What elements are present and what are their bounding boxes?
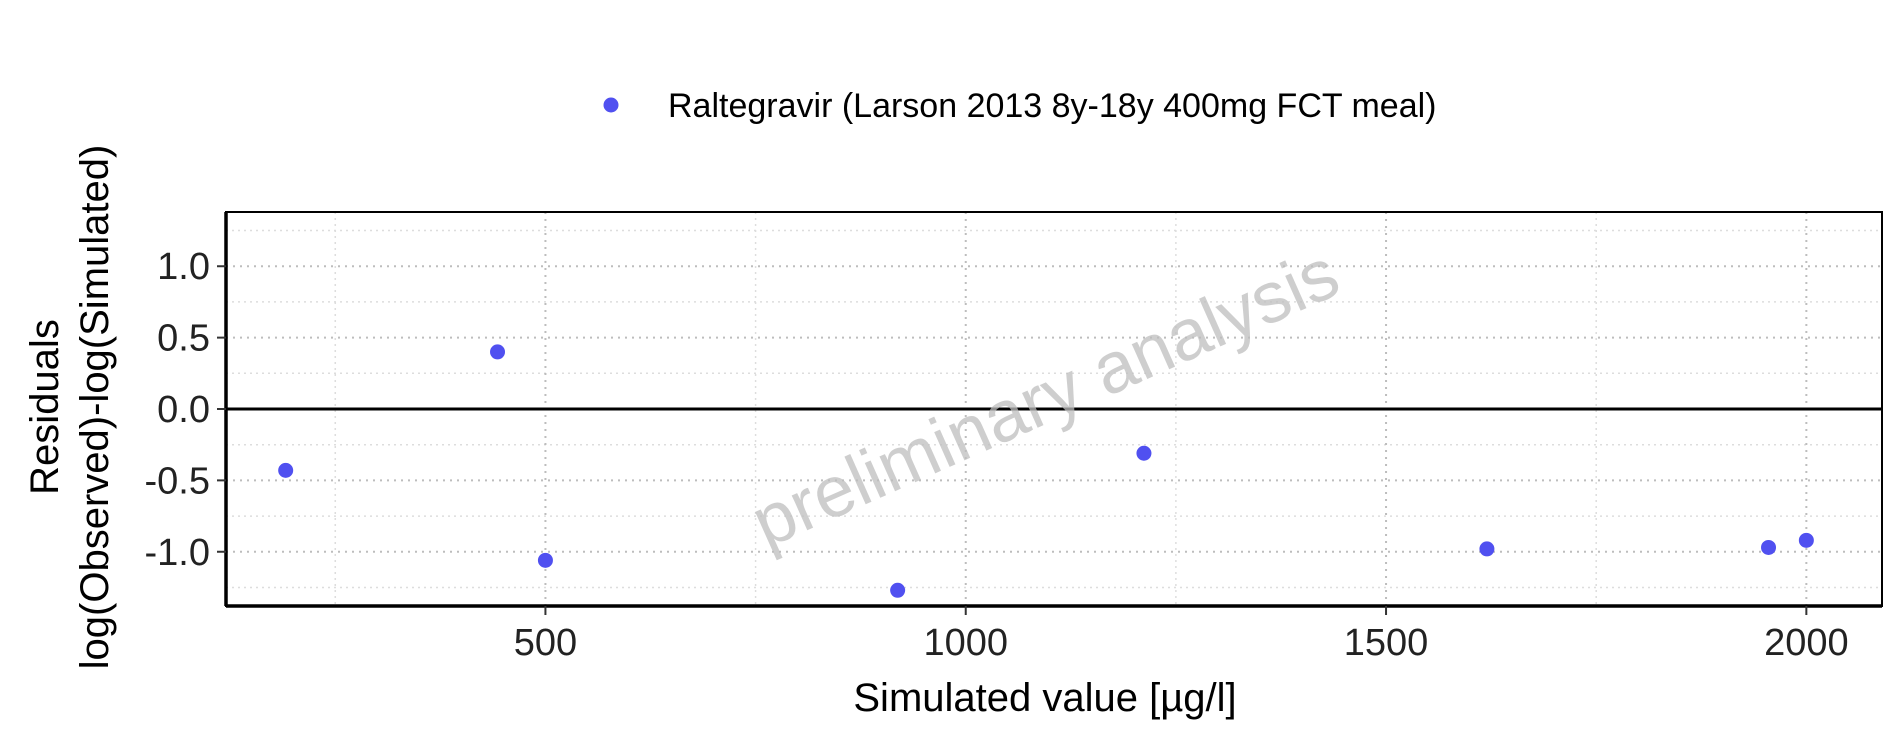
data-point — [1479, 541, 1495, 557]
x-axis-title: Simulated value [µg/l] — [853, 676, 1236, 720]
data-point — [1136, 445, 1152, 461]
y-axis-title-line1: Residuals — [23, 319, 67, 495]
data-point — [490, 344, 506, 360]
data-point — [1761, 539, 1777, 555]
y-tick-label: 0.0 — [157, 389, 210, 431]
y-tick-label: 1.0 — [157, 246, 210, 288]
watermark-text: preliminary analysis — [740, 233, 1350, 563]
y-axis-ticks: -1.0 -0.5 0.0 0.5 1.0 — [145, 246, 226, 574]
x-tick-label: 1000 — [923, 622, 1008, 664]
x-tick-label: 1500 — [1344, 622, 1429, 664]
data-point — [278, 462, 294, 478]
data-point — [890, 582, 906, 598]
x-axis-ticks: 500 1000 1500 2000 — [514, 606, 1849, 664]
legend-marker — [603, 97, 619, 113]
data-point — [537, 552, 553, 568]
data-points — [278, 344, 1814, 598]
x-tick-label: 2000 — [1764, 622, 1849, 664]
data-point — [1798, 532, 1814, 548]
x-tick-label: 500 — [514, 622, 577, 664]
y-tick-label: -1.0 — [145, 532, 210, 574]
y-axis-title-line2: log(Observed)-log(Simulated) — [73, 145, 117, 670]
y-tick-label: -0.5 — [145, 460, 210, 502]
y-tick-label: 0.5 — [157, 318, 210, 360]
legend-label: Raltegravir (Larson 2013 8y-18y 400mg FC… — [668, 87, 1437, 125]
legend: Raltegravir (Larson 2013 8y-18y 400mg FC… — [603, 87, 1437, 125]
